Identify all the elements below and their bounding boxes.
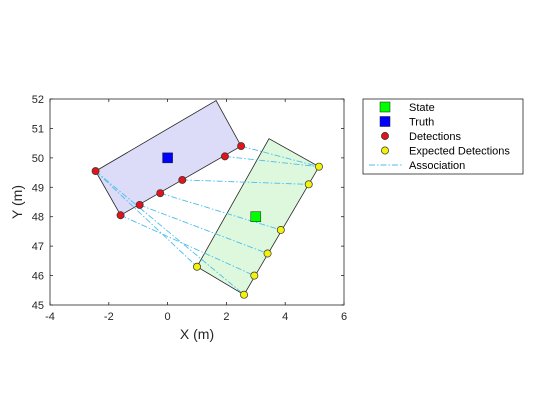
association-line xyxy=(224,155,320,168)
expected-detections-marker xyxy=(193,262,201,271)
legend-label-truth: Truth xyxy=(409,117,434,129)
x-tick-label: 6 xyxy=(341,311,347,323)
x-tick-label: 0 xyxy=(165,311,171,323)
legend-label-state: State xyxy=(409,102,435,114)
association-line xyxy=(160,192,281,231)
legend-swatch-state xyxy=(379,101,391,113)
legend-swatch-detections xyxy=(381,132,389,140)
x-tick-label: 4 xyxy=(282,311,288,323)
detections-marker xyxy=(156,189,165,198)
expected-detections-marker xyxy=(240,290,248,299)
y-tick-label: 49 xyxy=(32,182,44,194)
expected-detections-marker xyxy=(250,271,259,280)
data-layer xyxy=(91,99,323,299)
y-tick-label: 52 xyxy=(32,94,44,106)
detections-marker xyxy=(220,152,229,161)
legend-swatch-truth xyxy=(379,116,391,127)
truth-marker xyxy=(162,152,173,164)
association-line xyxy=(240,145,320,168)
plot-frame xyxy=(49,98,345,306)
legend-label-detections: Detections xyxy=(409,131,461,143)
detections-marker xyxy=(178,175,187,184)
association-line xyxy=(182,179,309,185)
y-tick-label: 51 xyxy=(32,123,44,135)
detections-marker xyxy=(91,167,100,176)
x-axis-label: X (m) xyxy=(180,326,214,342)
state-marker xyxy=(250,211,262,222)
expected-detections-marker xyxy=(276,226,285,234)
y-tick-label: 46 xyxy=(32,271,44,283)
detections-marker xyxy=(237,142,246,151)
legend-label-association: Association xyxy=(409,160,465,172)
association-line xyxy=(95,170,245,296)
expected-detections-marker xyxy=(315,162,323,171)
y-axis-label: Y (m) xyxy=(9,185,25,219)
y-tick-label: 47 xyxy=(32,241,44,253)
association-line xyxy=(120,214,255,276)
detections-marker xyxy=(116,211,125,220)
y-tick-label: 50 xyxy=(32,153,44,165)
y-tick-label: 48 xyxy=(32,212,44,224)
x-tick-label: -4 xyxy=(45,311,55,323)
legend: State Truth Detections Expected Detections A… xyxy=(362,98,524,175)
expected-detections-marker xyxy=(263,249,272,258)
association-line xyxy=(95,170,198,268)
x-tick-label: -2 xyxy=(104,311,114,323)
y-tick-label: 45 xyxy=(32,300,44,312)
legend-label-expected-detections: Expected Detections xyxy=(409,146,510,158)
legend-swatch-expected-detections xyxy=(381,146,389,155)
expected-detections-marker xyxy=(304,180,313,189)
detections-marker xyxy=(135,200,144,209)
x-tick-label: 2 xyxy=(223,311,229,323)
